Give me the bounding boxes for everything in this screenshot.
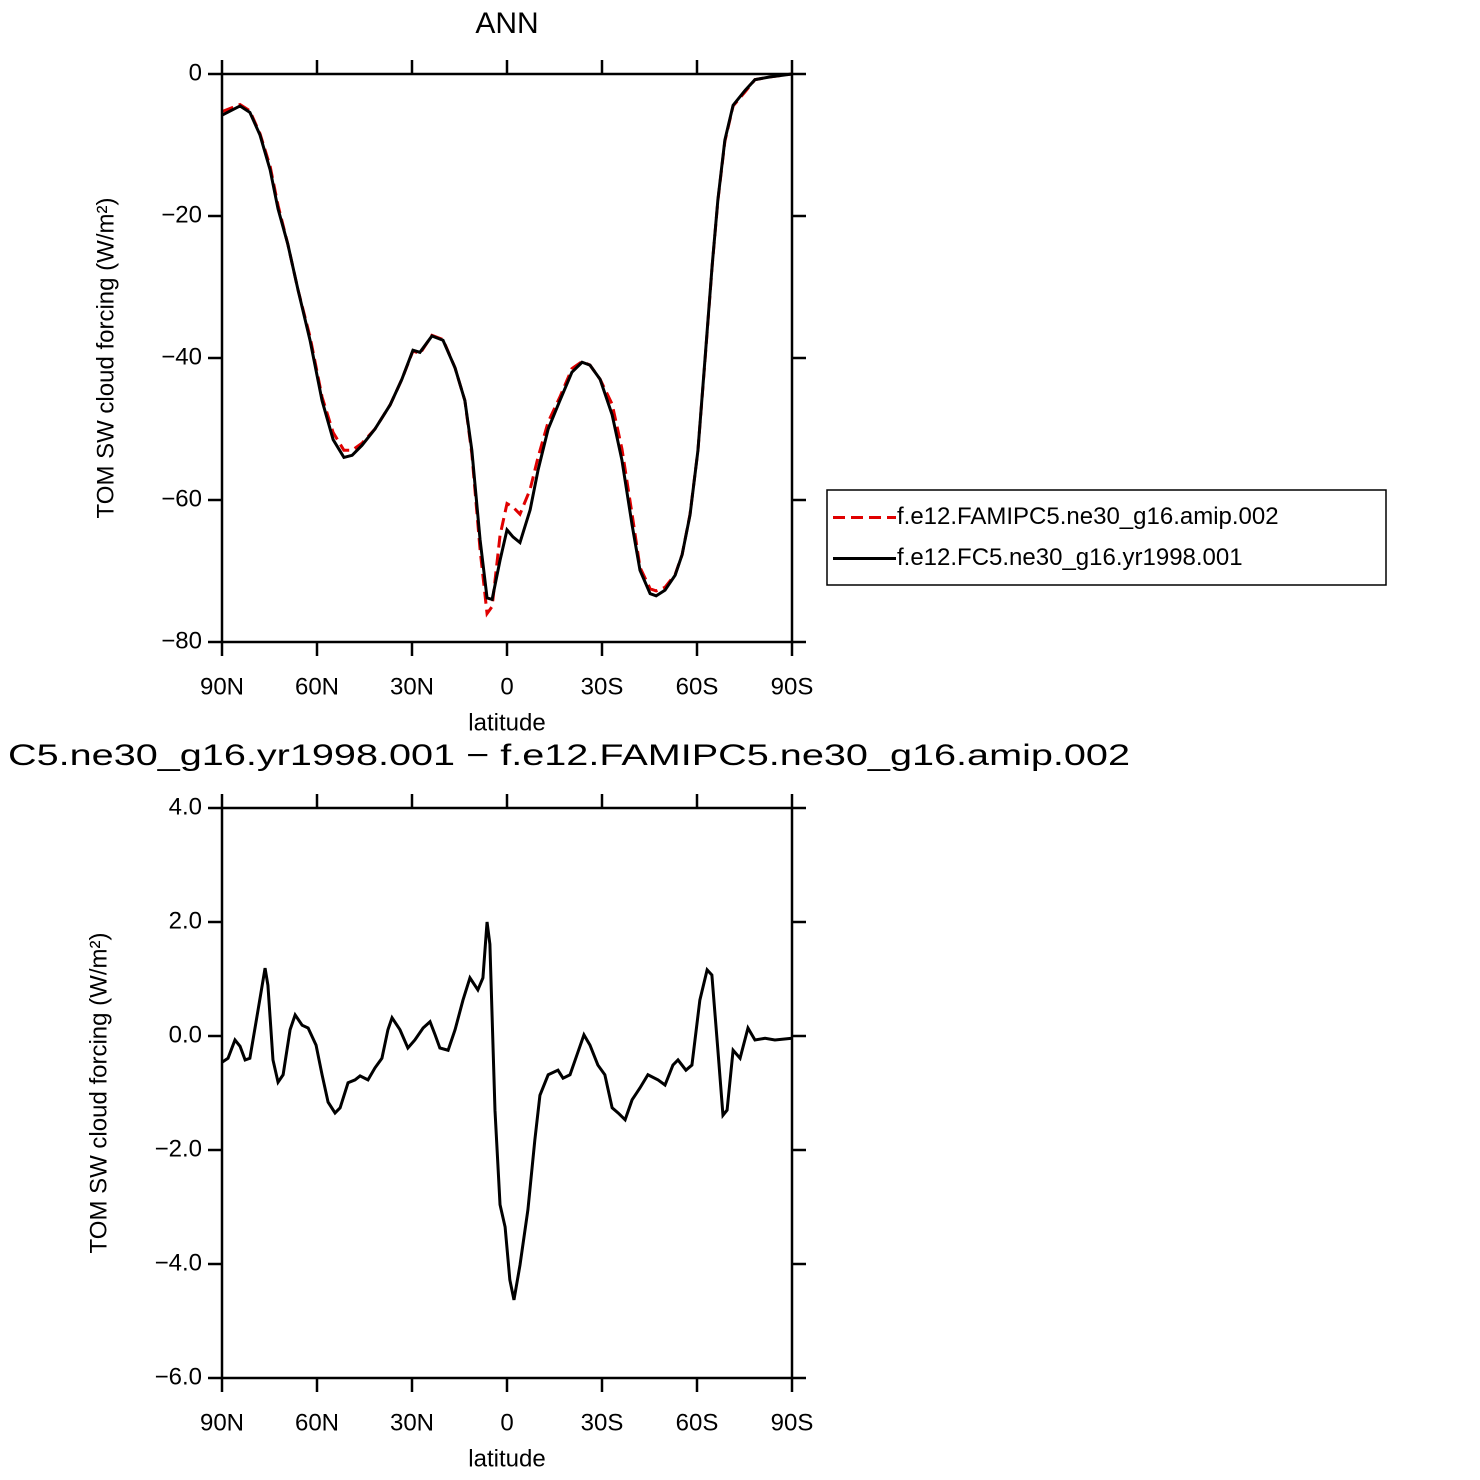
x-tick-label: 30S <box>581 1409 624 1436</box>
x-tick-label: 60S <box>676 673 719 700</box>
x-tick-label: 60N <box>295 1409 339 1436</box>
chart-title: ANN <box>475 7 538 40</box>
x-tick-label: 90S <box>771 1409 814 1436</box>
x-axis-label: latitude <box>468 1445 545 1472</box>
y-tick-label: −60 <box>161 485 202 512</box>
y-tick-label: 4.0 <box>169 793 202 820</box>
y-tick-label: 0.0 <box>169 1021 202 1048</box>
x-tick-label: 0 <box>500 673 513 700</box>
legend-label: f.e12.FC5.ne30_g16.yr1998.001 <box>897 544 1243 571</box>
x-tick-label: 60N <box>295 673 339 700</box>
y-axis-label: TOM SW cloud forcing (W/m²) <box>85 933 112 1254</box>
y-tick-label: −80 <box>161 627 202 654</box>
x-tick-label: 90N <box>200 673 244 700</box>
y-tick-label: −6.0 <box>155 1363 202 1390</box>
data-line <box>221 72 793 618</box>
chart-title: C5.ne30_g16.yr1998.001 − f.e12.FAMIPC5.n… <box>8 739 1130 772</box>
x-tick-label: 0 <box>500 1409 513 1436</box>
y-tick-label: 0 <box>189 59 202 86</box>
data-line <box>221 921 793 1301</box>
plot-frame <box>220 72 794 644</box>
y-tick-label: −20 <box>161 201 202 228</box>
x-tick-label: 30N <box>390 1409 434 1436</box>
y-tick-label: 2.0 <box>169 907 202 934</box>
y-tick-label: −40 <box>161 343 202 370</box>
x-tick-label: 30N <box>390 673 434 700</box>
data-line <box>221 72 793 602</box>
plot-frame <box>220 806 794 1380</box>
x-tick-label: 60S <box>676 1409 719 1436</box>
x-tick-label: 90S <box>771 673 814 700</box>
legend-label: f.e12.FAMIPC5.ne30_g16.amip.002 <box>897 503 1279 530</box>
x-axis-label: latitude <box>468 709 545 736</box>
y-axis-label: TOM SW cloud forcing (W/m²) <box>92 198 119 519</box>
legend-box <box>826 489 1387 586</box>
x-tick-label: 30S <box>581 673 624 700</box>
x-tick-label: 90N <box>200 1409 244 1436</box>
y-tick-label: −4.0 <box>155 1249 202 1276</box>
y-tick-label: −2.0 <box>155 1135 202 1162</box>
